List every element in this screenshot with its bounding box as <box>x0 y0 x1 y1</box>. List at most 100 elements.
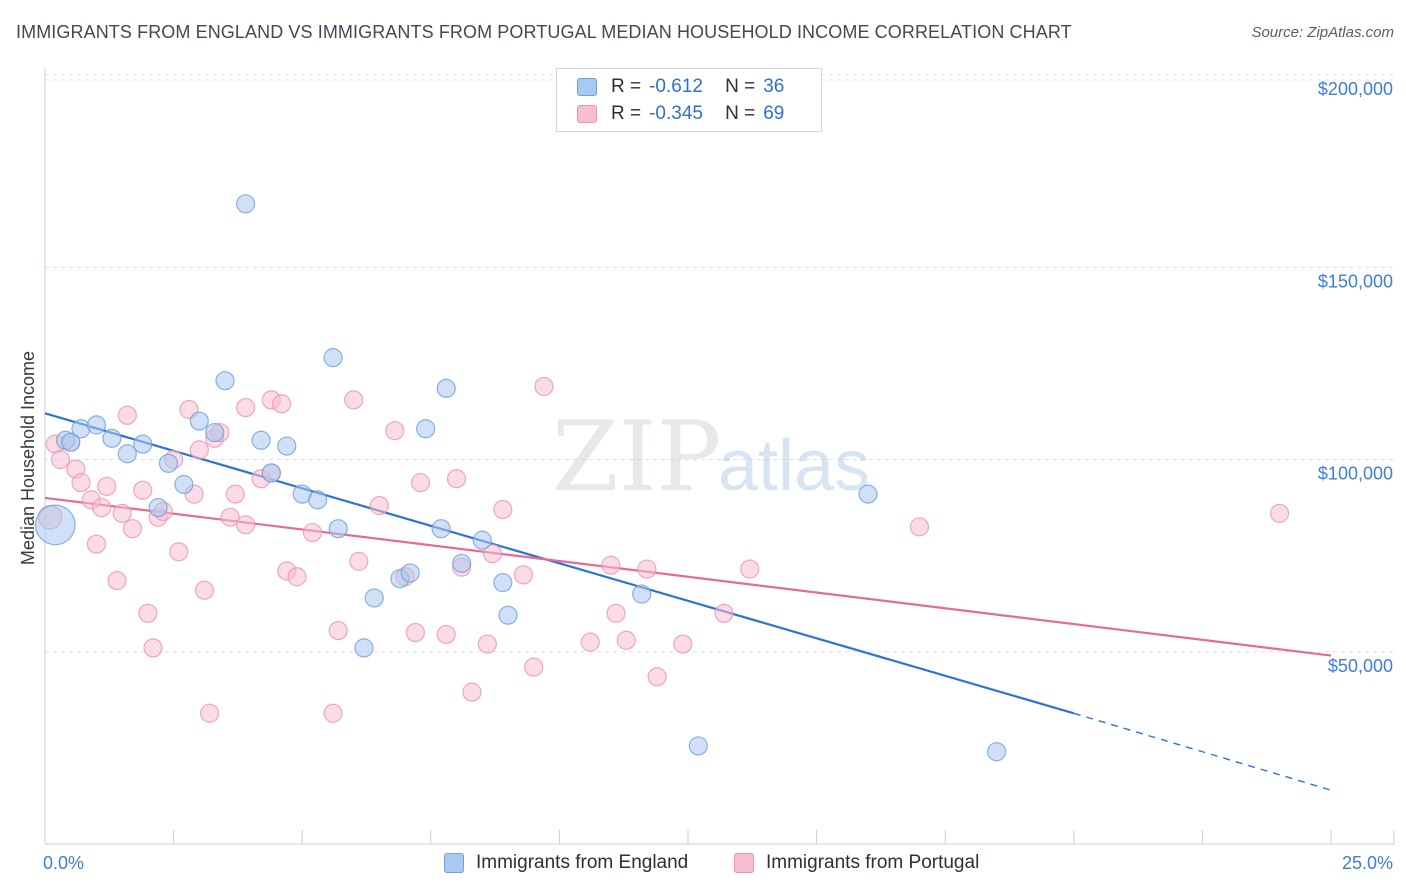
england-point <box>688 736 708 756</box>
legend-r-value: -0.612 <box>649 76 703 97</box>
portugal-point <box>117 405 137 425</box>
portugal-point <box>349 551 369 571</box>
england-point <box>308 490 328 510</box>
england-point <box>215 371 235 391</box>
england-point <box>328 519 348 539</box>
portugal-point <box>580 632 600 652</box>
portugal-point <box>138 603 158 623</box>
portugal-point <box>714 603 734 623</box>
portugal-point <box>369 496 389 516</box>
england-point <box>205 422 225 443</box>
legend-row-portugal: R = -0.345 N = 69 <box>577 102 784 126</box>
chart-title: IMMIGRANTS FROM ENGLAND VS IMMIGRANTS FR… <box>16 22 1072 42</box>
portugal-point <box>107 571 127 591</box>
england-point <box>61 432 81 452</box>
england-point <box>117 444 137 464</box>
england-point <box>158 453 179 473</box>
england-point <box>364 588 384 608</box>
portugal-point <box>482 544 503 564</box>
portugal-point <box>236 397 256 418</box>
england-point <box>323 348 343 368</box>
x-tick-label: 0.0% <box>43 853 84 873</box>
england-trend-line <box>44 412 1075 715</box>
england-point <box>86 415 107 435</box>
portugal-point <box>323 703 343 723</box>
portugal-point <box>189 440 209 460</box>
portugal-point <box>200 703 220 723</box>
portugal-point <box>637 559 657 579</box>
portugal-point <box>143 638 163 658</box>
portugal-point <box>477 634 497 654</box>
portugal-point <box>194 580 215 600</box>
legend-r-label: R = <box>611 103 642 124</box>
portugal-point <box>385 421 405 441</box>
source-credit: Source: ZipAtlas.com <box>1251 24 1394 41</box>
england-swatch <box>577 78 597 96</box>
england-point <box>34 504 76 546</box>
portugal-point <box>86 534 107 554</box>
portugal-point <box>405 622 425 643</box>
england-point <box>400 563 420 583</box>
england-point <box>436 378 456 398</box>
y-axis-title: Median Household Income <box>18 351 38 565</box>
portugal-point <box>534 376 554 397</box>
x-tick-label: 25.0% <box>1342 853 1393 873</box>
england-trend-extension <box>1073 712 1332 791</box>
series-legend-england: Immigrants from England <box>444 852 688 874</box>
england-point <box>102 428 122 448</box>
portugal-point <box>220 507 240 527</box>
england-point <box>858 484 878 504</box>
portugal-point <box>112 503 132 523</box>
england-point <box>189 411 209 431</box>
watermark: ZIP atlas <box>552 401 870 513</box>
gridlines <box>45 74 1394 653</box>
england-point <box>174 474 194 495</box>
england-point <box>452 553 472 573</box>
england-point <box>416 419 436 439</box>
portugal-swatch <box>577 105 597 123</box>
legend-r-value: -0.345 <box>649 103 703 124</box>
legend-r-label: R = <box>611 76 642 97</box>
portugal-point <box>169 542 189 562</box>
portugal-point <box>601 555 621 575</box>
legend-n-value: 36 <box>763 76 785 97</box>
england-legend-swatch <box>444 853 464 873</box>
portugal-point <box>446 469 467 489</box>
portugal-point <box>344 390 364 410</box>
portugal-legend-label: Immigrants from Portugal <box>766 852 980 873</box>
y-tick-label: $100,000 <box>1318 464 1393 484</box>
england-point <box>148 497 168 518</box>
series-legend-portugal: Immigrants from Portugal <box>734 852 979 874</box>
portugal-point <box>133 480 153 500</box>
portugal-point <box>302 522 323 543</box>
watermark-atlas: atlas <box>718 426 870 506</box>
correlation-legend: R = -0.612 N = 36 R = -0.345 N = 69 <box>556 68 822 132</box>
portugal-point <box>236 515 256 535</box>
portugal-point <box>740 559 760 579</box>
england-point <box>431 519 451 539</box>
tick-labels: $50,000 $100,000 $150,000 $200,000 0.0% 25.0% <box>43 79 1393 873</box>
portugal-point <box>493 499 513 520</box>
portugal-point <box>909 517 930 537</box>
data-points <box>34 194 1290 762</box>
england-point <box>498 605 518 625</box>
portugal-point <box>524 657 544 677</box>
portugal-point <box>606 603 626 623</box>
portugal-point <box>436 624 456 645</box>
england-point <box>987 742 1007 762</box>
trend-lines <box>44 412 1332 791</box>
portugal-point <box>616 630 636 650</box>
portugal-point <box>225 484 245 504</box>
england-point <box>236 194 256 214</box>
y-tick-label: $50,000 <box>1328 656 1393 676</box>
legend-row-england: R = -0.612 N = 36 <box>577 75 784 99</box>
portugal-point <box>1269 503 1290 523</box>
england-point <box>261 463 281 483</box>
portugal-point <box>122 519 143 539</box>
portugal-point <box>91 497 112 518</box>
y-tick-label: $150,000 <box>1318 271 1393 291</box>
legend-n-label: N = <box>725 76 756 97</box>
portugal-legend-swatch <box>734 853 754 873</box>
portugal-point <box>287 567 307 587</box>
england-legend-label: Immigrants from England <box>476 852 689 873</box>
